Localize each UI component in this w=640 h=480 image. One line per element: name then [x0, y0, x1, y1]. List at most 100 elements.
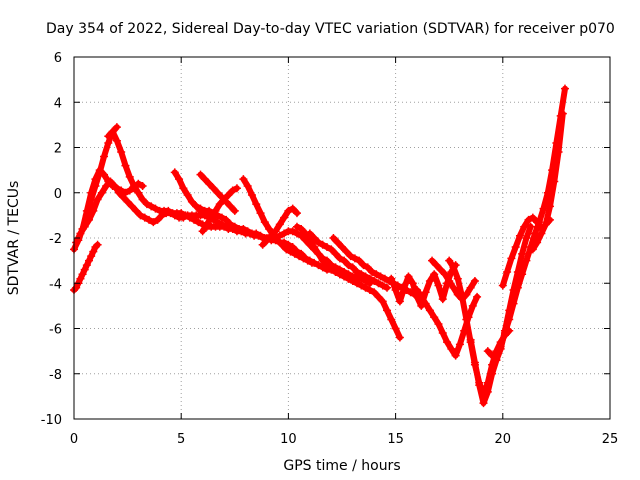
- data-point-marker: [222, 197, 231, 206]
- data-point-marker: [370, 276, 379, 285]
- data-point-marker: [138, 181, 147, 190]
- data-point-marker: [104, 177, 113, 186]
- data-point-marker: [243, 181, 252, 190]
- data-point-marker: [545, 202, 554, 211]
- x-tick-label: 5: [177, 432, 185, 447]
- data-point-marker: [365, 274, 374, 283]
- data-point-marker: [342, 247, 351, 256]
- data-point-marker: [117, 148, 126, 157]
- data-point-marker: [125, 172, 134, 181]
- data-point-marker: [280, 213, 289, 222]
- data-point-marker: [458, 292, 467, 301]
- data-point-marker: [104, 132, 113, 141]
- data-point-marker: [112, 184, 121, 193]
- data-point-marker: [292, 229, 301, 238]
- data-point-marker: [387, 274, 396, 283]
- data-point-marker: [239, 224, 248, 233]
- grid-lines: [74, 57, 610, 419]
- y-tick-label: 6: [54, 51, 62, 66]
- data-point-marker: [295, 252, 304, 261]
- data-point-marker: [149, 218, 158, 227]
- data-point-marker: [475, 381, 484, 390]
- data-point-marker: [359, 261, 368, 270]
- data-point-marker: [404, 272, 413, 281]
- data-point-marker: [200, 175, 209, 184]
- data-point-marker: [430, 313, 439, 322]
- data-point-marker: [100, 152, 109, 161]
- data-point-marker: [428, 256, 437, 265]
- y-tick-label: -4: [49, 277, 62, 292]
- data-point-marker: [488, 369, 497, 378]
- data-point-marker: [284, 206, 293, 215]
- data-point-marker: [507, 254, 516, 263]
- series-satellite-arc-21: [483, 222, 535, 365]
- data-point-marker: [372, 270, 381, 279]
- data-point-marker: [280, 229, 289, 238]
- data-point-marker: [453, 274, 462, 283]
- data-point-marker: [226, 202, 235, 211]
- data-point-marker: [213, 188, 222, 197]
- data-point-marker: [224, 191, 233, 200]
- data-point-marker: [333, 238, 342, 247]
- data-point-marker: [305, 229, 314, 238]
- data-point-marker: [318, 256, 327, 265]
- data-point-marker: [286, 247, 295, 256]
- data-point-marker: [515, 231, 524, 240]
- data-point-marker: [447, 344, 456, 353]
- data-point-marker: [207, 213, 216, 222]
- data-point-marker: [260, 218, 269, 227]
- series-satellite-arc-20: [466, 229, 539, 408]
- data-point-marker: [408, 279, 417, 288]
- data-point-marker: [440, 270, 449, 279]
- data-point-marker: [100, 170, 109, 179]
- y-tick-label: 2: [54, 142, 62, 157]
- data-point-marker: [518, 249, 527, 258]
- x-tick-label: 0: [70, 432, 78, 447]
- series-satellite-arc-18: [428, 256, 479, 304]
- data-point-marker: [466, 283, 475, 292]
- axis-ticks: 0 5 10 15 20 25 -10 -8 -6 -4 -2 0 2 4 6: [41, 51, 619, 447]
- data-point-marker: [277, 240, 286, 249]
- data-point-marker: [413, 286, 422, 295]
- data-point-marker: [239, 175, 248, 184]
- data-point-marker: [310, 243, 319, 252]
- data-point-marker: [136, 211, 145, 220]
- series-satellite-arc-24: [530, 84, 569, 238]
- data-point-marker: [108, 127, 117, 136]
- series-satellite-arc-10: [239, 175, 316, 267]
- data-point-marker: [265, 224, 274, 233]
- data-point-marker: [357, 281, 366, 290]
- data-point-marker: [492, 356, 501, 365]
- data-point-marker: [348, 263, 357, 272]
- data-point-marker: [445, 256, 454, 265]
- data-point-marker: [303, 256, 312, 265]
- data-point-marker: [434, 319, 443, 328]
- data-point-marker: [539, 204, 548, 213]
- data-point-marker: [93, 240, 102, 249]
- data-point-marker: [473, 292, 482, 301]
- data-point-marker: [80, 265, 89, 274]
- data-point-marker: [513, 267, 522, 276]
- data-point-marker: [271, 234, 280, 242]
- data-point-marker: [190, 215, 199, 224]
- data-point-marker: [123, 197, 132, 206]
- data-point-marker: [327, 245, 336, 254]
- data-point-marker: [500, 326, 509, 335]
- data-point-marker: [318, 240, 327, 249]
- data-point-marker: [183, 191, 192, 200]
- data-point-marker: [395, 297, 404, 306]
- y-tick-label: 4: [54, 96, 62, 111]
- data-point-marker: [117, 186, 126, 195]
- data-point-marker: [438, 295, 447, 304]
- data-point-marker: [483, 387, 492, 396]
- data-point-marker: [82, 206, 91, 215]
- data-point-marker: [329, 234, 338, 242]
- data-point-marker: [192, 202, 201, 211]
- data-point-marker: [361, 272, 370, 281]
- data-point-marker: [275, 231, 284, 240]
- data-point-marker: [196, 170, 205, 179]
- data-point-marker: [220, 222, 229, 231]
- data-point-marker: [498, 281, 507, 290]
- data-point-marker: [327, 265, 336, 274]
